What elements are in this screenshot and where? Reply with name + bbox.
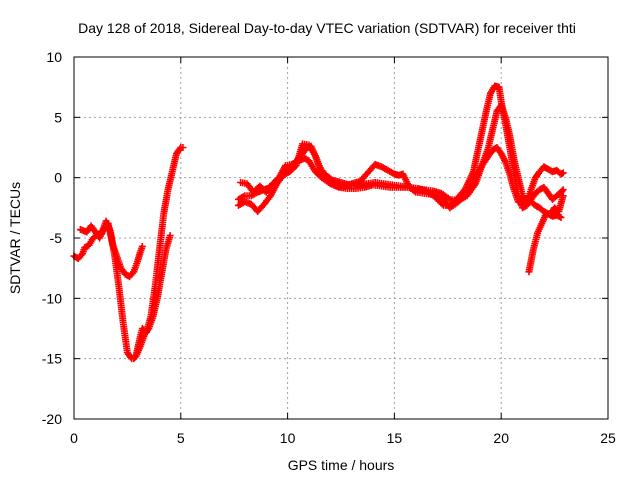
series-6: [525, 192, 567, 276]
x-tick-label: 0: [70, 430, 78, 446]
data-point: [559, 169, 567, 177]
data-point: [557, 213, 565, 221]
y-tick-label: 10: [46, 49, 62, 65]
data-point: [166, 232, 174, 240]
x-tick-label: 10: [280, 430, 296, 446]
y-tick-label: -15: [42, 351, 62, 367]
data-point: [559, 192, 567, 200]
plot-frame: [73, 56, 609, 420]
series-2: [132, 232, 174, 360]
x-tick-label: 5: [177, 430, 185, 446]
y-tick-label: -5: [50, 230, 63, 246]
data-point: [176, 145, 184, 153]
data-point: [138, 242, 146, 250]
series-0: [70, 144, 187, 363]
y-tick-label: 5: [54, 109, 62, 125]
data-point: [559, 186, 567, 194]
data-point: [144, 326, 152, 334]
series-5: [234, 140, 565, 221]
chart-title: Day 128 of 2018, Sidereal Day-to-day VTE…: [78, 20, 576, 36]
y-tick-label: -20: [42, 411, 62, 427]
x-tick-label: 15: [387, 430, 403, 446]
y-axis-label: SDTVAR / TECUs: [7, 182, 23, 294]
y-tick-label: 0: [54, 170, 62, 186]
axis-ticks: 0 5 10 15 20 25 -20 -15 -10 -5 0 5 10: [42, 49, 616, 446]
x-tick-label: 20: [493, 430, 509, 446]
data-point: [558, 187, 566, 195]
series-1: [76, 220, 146, 281]
y-tick-label: -10: [42, 290, 62, 306]
x-tick-label: 25: [600, 430, 616, 446]
data-point: [179, 144, 187, 151]
x-axis-label: GPS time / hours: [288, 457, 395, 473]
grid: [74, 57, 608, 419]
data-points: [70, 82, 567, 363]
